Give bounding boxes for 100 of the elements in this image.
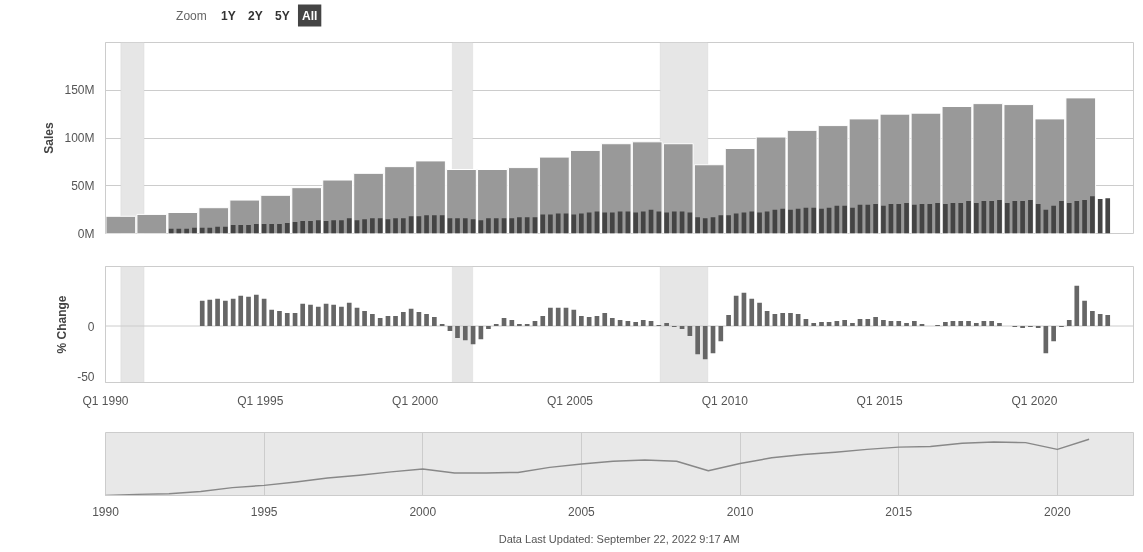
bar	[462, 218, 468, 234]
y-tick-label: 150M	[64, 83, 95, 98]
bar	[1012, 201, 1018, 234]
bar	[819, 321, 824, 327]
bar	[602, 312, 608, 327]
bar	[749, 298, 755, 327]
bar	[300, 221, 306, 234]
bar	[184, 228, 189, 234]
bar	[1035, 203, 1041, 234]
bar	[579, 213, 584, 234]
bar	[997, 322, 1002, 327]
bar	[973, 202, 979, 234]
bar	[850, 322, 855, 327]
bar	[215, 226, 220, 234]
bar	[400, 218, 406, 234]
bar	[199, 227, 205, 234]
bar	[300, 303, 306, 327]
x-tick-label: Q1 2000	[392, 393, 439, 408]
bar	[377, 218, 383, 234]
bar	[1097, 313, 1103, 327]
bar	[702, 326, 708, 360]
bar	[284, 312, 290, 327]
bar	[486, 218, 491, 234]
bar	[1105, 314, 1111, 327]
bar	[726, 314, 731, 327]
bar	[238, 224, 244, 234]
bar	[671, 211, 677, 234]
bar	[873, 316, 878, 327]
bar	[958, 202, 964, 234]
bar	[579, 315, 584, 327]
text: Zoom	[176, 8, 207, 23]
x-tick-label: 2020	[1044, 504, 1072, 519]
bar	[788, 209, 793, 234]
bar	[424, 215, 429, 234]
bar	[943, 203, 948, 234]
text: 2Y	[248, 8, 263, 23]
bar	[509, 218, 515, 234]
y-tick-label: 0	[87, 319, 95, 334]
bar	[377, 317, 383, 327]
bar	[269, 223, 274, 234]
bar	[432, 215, 437, 234]
bar	[865, 204, 871, 234]
bar	[1051, 205, 1056, 234]
bar	[989, 201, 995, 234]
bar	[602, 212, 608, 234]
bar	[1035, 326, 1041, 329]
bar	[238, 295, 244, 327]
bar	[896, 203, 902, 234]
bar	[253, 223, 259, 234]
bar	[246, 224, 251, 234]
x-tick-label: Q1 1990	[82, 393, 129, 408]
bar	[943, 321, 948, 327]
bar	[695, 217, 700, 234]
bar	[1028, 200, 1033, 234]
bar	[223, 226, 228, 234]
bar	[230, 298, 236, 327]
bar	[1004, 202, 1010, 234]
bar	[904, 202, 909, 234]
bar	[609, 212, 615, 234]
bar	[1074, 285, 1080, 327]
bar	[788, 312, 793, 327]
bar	[656, 211, 662, 234]
bar	[455, 326, 460, 339]
bar	[896, 320, 902, 327]
bar	[958, 320, 964, 327]
x-tick-label: Q1 1995	[237, 393, 284, 408]
x-tick-label: 2010	[726, 504, 754, 519]
bar	[873, 203, 878, 234]
bar	[315, 220, 321, 234]
x-tick-label: Q1 2005	[546, 393, 594, 408]
bar	[1059, 201, 1064, 234]
bar	[1074, 201, 1080, 234]
bar	[904, 322, 909, 327]
bar	[1051, 326, 1056, 342]
text: Data Last Updated: September 22, 2022 9:17 AM	[498, 532, 740, 545]
bar	[633, 212, 639, 234]
bar	[486, 326, 491, 330]
bar	[1020, 326, 1025, 329]
bar	[842, 319, 848, 327]
bar	[1090, 196, 1095, 234]
bar	[493, 218, 499, 234]
x-tick-label: 2015	[885, 504, 913, 519]
bar	[811, 207, 817, 234]
bar	[966, 201, 971, 234]
bar	[346, 302, 352, 327]
bar	[780, 208, 786, 234]
bar	[1090, 310, 1095, 327]
bar	[966, 320, 971, 327]
bar	[780, 312, 786, 327]
bar	[223, 300, 228, 327]
bar	[393, 315, 398, 327]
bar	[493, 324, 499, 327]
y-tick-label: 50M	[71, 178, 95, 193]
bar	[517, 217, 522, 234]
bar	[393, 218, 398, 234]
bar	[315, 306, 321, 327]
bar	[973, 322, 979, 327]
bar	[370, 313, 375, 327]
bar	[1082, 200, 1087, 234]
bar	[230, 224, 236, 234]
